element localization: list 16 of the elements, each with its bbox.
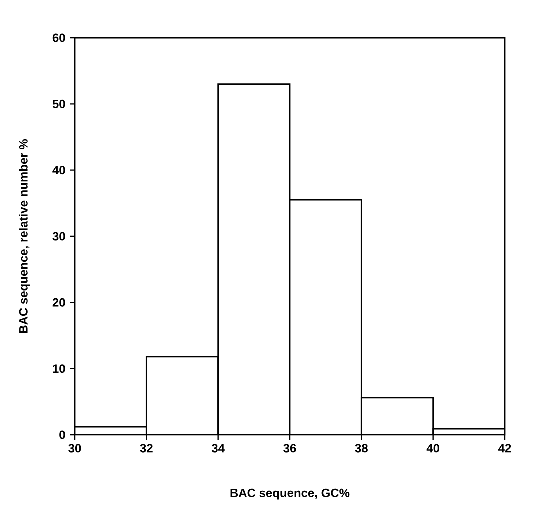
y-axis-title: BAC sequence, relative number % [19, 139, 30, 334]
x-tick-label: 34 [212, 444, 225, 453]
x-tick-label: 32 [140, 444, 153, 453]
y-tick-label: 60 [52, 34, 66, 42]
x-tick-label: 30 [68, 444, 82, 453]
y-tick-label: 50 [52, 100, 66, 108]
x-tick-label: 36 [284, 444, 296, 453]
y-tick-label: 0 [60, 430, 66, 440]
x-tick-label: 38 [355, 444, 368, 453]
y-tick-label: 10 [53, 364, 66, 374]
y-tick-label: 30 [52, 232, 66, 241]
x-tick-label: 42 [498, 444, 512, 453]
x-tick-label: 40 [426, 444, 440, 453]
x-axis-title: BAC sequence, GC% [230, 488, 350, 500]
y-tick-label: 20 [52, 298, 66, 307]
y-tick-label: 40 [52, 166, 66, 175]
